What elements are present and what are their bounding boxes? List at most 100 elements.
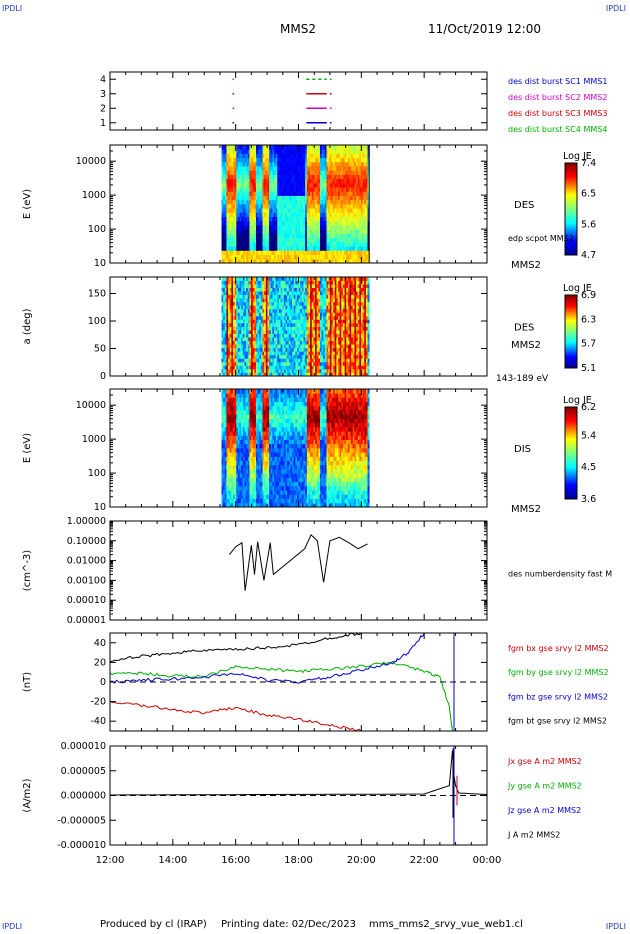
des_pitch-cell [223, 368, 226, 373]
des_energy-cell [228, 153, 231, 159]
des_energy-cell [288, 149, 291, 154]
des_energy-cell [249, 170, 252, 175]
des_energy-cell [259, 229, 262, 234]
des_energy-cell [264, 145, 267, 150]
des_energy-cell [269, 229, 272, 234]
des_energy-cell [275, 250, 278, 255]
des_energy-cell [265, 182, 268, 188]
des_energy-cell [229, 225, 232, 230]
des_energy-cell [313, 250, 316, 255]
des_energy-cell [341, 237, 344, 243]
des_energy-cell [341, 204, 344, 209]
des_energy-cell [347, 220, 350, 226]
des_pitch-cell [247, 330, 250, 334]
des_energy-cell [277, 212, 280, 218]
des_energy-cell [316, 199, 319, 205]
des_energy-cell [264, 182, 267, 188]
des_energy-cell [259, 225, 262, 230]
des_energy-cell [280, 145, 283, 150]
des_pitch-cell [244, 305, 247, 310]
des_energy-cell [342, 208, 345, 213]
des_energy-cell [342, 216, 345, 222]
des_energy-cell [313, 174, 316, 180]
des_pitch-cell [259, 319, 262, 324]
des_energy-cell [296, 182, 300, 188]
des_pitch-cell [229, 315, 232, 320]
des_pitch-cell [262, 333, 265, 338]
des_energy-cell [318, 241, 321, 247]
des_energy-cell [338, 237, 341, 243]
des_energy-cell [310, 182, 313, 188]
des_energy-cell [290, 233, 293, 239]
des_pitch-cell [228, 284, 231, 289]
des_pitch-cell [239, 298, 242, 303]
burst-legend-0: des dist burst SC1 MMS1 [508, 77, 607, 86]
des_pitch-cell [237, 287, 240, 292]
des_energy-cell [352, 258, 355, 264]
des_energy-cell [351, 237, 354, 243]
des_energy-cell [277, 250, 280, 255]
des_energy-cell [300, 187, 303, 192]
des_energy-cell [237, 182, 240, 188]
des_energy-cell [305, 187, 308, 192]
des_pitch-cell [254, 347, 257, 352]
des_energy-cell [313, 157, 316, 163]
des_energy-cell [362, 157, 365, 163]
des_energy-cell [349, 157, 352, 163]
des_pitch-cell [226, 333, 229, 338]
des_energy-cell [342, 161, 345, 167]
des_energy-cell [224, 199, 227, 205]
des_energy-cell [354, 216, 357, 222]
des_energy-cell [255, 237, 259, 243]
des_energy-cell [323, 220, 326, 226]
des_energy-cell [274, 166, 277, 171]
des_energy-cell [229, 241, 232, 247]
des_energy-cell [244, 195, 247, 201]
des_energy-cell [249, 220, 252, 226]
des_energy-cell [283, 233, 286, 239]
des_energy-cell [293, 216, 296, 222]
des_energy-cell [254, 187, 257, 192]
des_pitch-cell [244, 315, 247, 320]
des_energy-cell [288, 178, 291, 184]
des_energy-cell [259, 149, 262, 154]
des_energy-cell [255, 182, 259, 188]
des_energy-cell [365, 212, 368, 218]
des_energy-cell [244, 237, 247, 243]
des_pitch-cell [267, 351, 270, 356]
des_energy-cell [254, 178, 257, 184]
des_energy-cell [310, 216, 313, 222]
des_pitch-cell [254, 368, 257, 373]
des_energy-cell [331, 166, 334, 171]
des_pitch-cell [226, 347, 229, 352]
burst-ytick-label: 3 [100, 89, 106, 100]
des_pitch-cell [274, 277, 277, 281]
des_energy-cell [300, 145, 303, 150]
des_energy-cell [326, 182, 329, 188]
des_energy-cell [259, 258, 262, 264]
des_pitch-cell [247, 326, 250, 331]
des_energy-cell [341, 182, 344, 188]
des_pitch-cell [226, 319, 229, 324]
des_energy-cell [328, 182, 331, 188]
des_energy-cell [280, 237, 283, 243]
des_pitch-cell [237, 301, 240, 306]
des_pitch-cell [241, 372, 244, 377]
des_energy-cell [301, 166, 304, 171]
des_energy-cell [298, 166, 301, 171]
des_pitch-cell [246, 365, 249, 370]
des_energy-cell [351, 153, 354, 159]
des_energy-cell [277, 258, 280, 264]
des_energy-cell [296, 254, 300, 260]
des_pitch-cell [228, 308, 231, 313]
des_energy-cell [341, 170, 344, 175]
des_energy-cell [233, 212, 236, 218]
des_energy-cell [354, 258, 357, 264]
des_energy-cell [254, 145, 257, 150]
des_energy-cell [231, 149, 234, 154]
des_energy-cell [316, 195, 319, 201]
des_energy-cell [264, 166, 267, 171]
des_energy-cell [352, 149, 355, 154]
des_energy-cell [364, 229, 367, 234]
des_pitch-cell [277, 340, 280, 345]
